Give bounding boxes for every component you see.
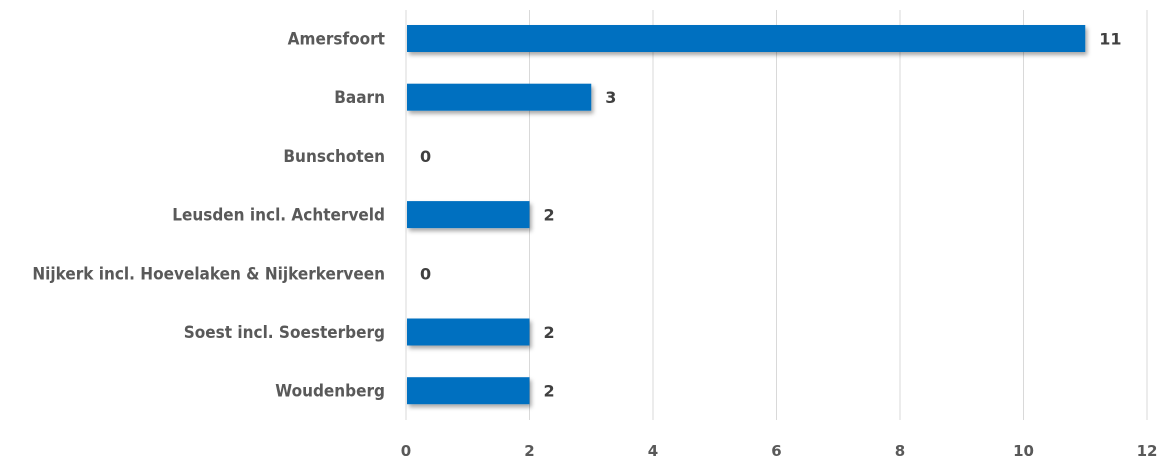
data-labels: 11 3 0 2 0 2 2 xyxy=(420,30,1122,401)
category-label: Amersfoort xyxy=(288,30,385,50)
bar xyxy=(407,318,530,346)
x-tick-label: 4 xyxy=(648,442,658,460)
category-label: Bunschoten xyxy=(283,147,385,167)
bar xyxy=(407,25,1086,52)
data-label: 2 xyxy=(544,323,555,342)
gridlines xyxy=(405,10,1148,420)
data-label: 0 xyxy=(420,264,431,283)
bars xyxy=(407,25,1086,405)
x-axis-ticks: 0 2 4 6 8 10 12 xyxy=(401,442,1158,460)
bar xyxy=(407,377,530,405)
bar xyxy=(407,83,592,111)
x-tick-label: 6 xyxy=(771,442,781,460)
x-tick-label: 8 xyxy=(895,442,905,460)
category-label: Woudenberg xyxy=(275,382,385,402)
x-tick-label: 10 xyxy=(1013,442,1034,460)
x-tick-label: 0 xyxy=(401,442,411,460)
data-label: 0 xyxy=(420,147,431,166)
data-label: 3 xyxy=(605,88,616,107)
category-labels: Amersfoort Baarn Bunschoten Leusden incl. A… xyxy=(32,30,385,402)
data-label: 2 xyxy=(544,382,555,401)
category-label: Nijkerk incl. Hoevelaken & Nijkerkerveen xyxy=(32,264,385,284)
bar xyxy=(407,201,530,229)
x-tick-label: 12 xyxy=(1137,442,1158,460)
category-label: Soest incl. Soesterberg xyxy=(184,323,385,343)
data-label: 11 xyxy=(1099,30,1121,49)
category-label: Baarn xyxy=(334,88,385,108)
x-tick-label: 2 xyxy=(524,442,534,460)
category-label: Leusden incl. Achterveld xyxy=(172,206,385,226)
data-label: 2 xyxy=(544,206,555,225)
